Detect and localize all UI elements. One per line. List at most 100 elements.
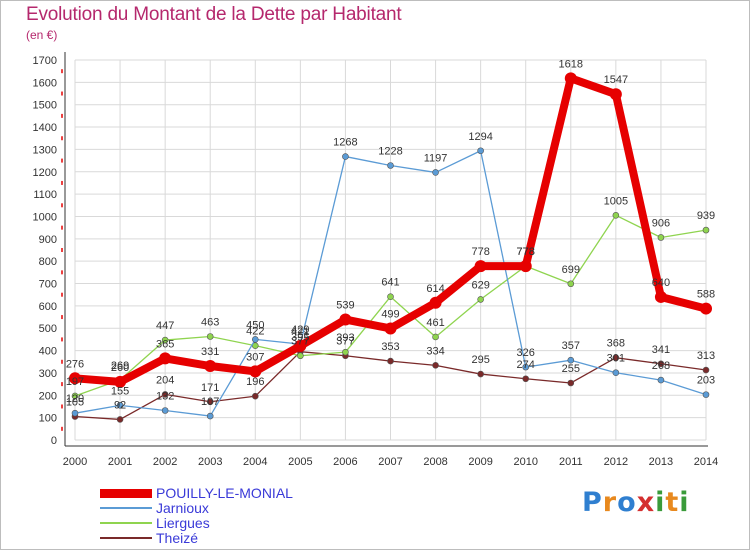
data-point [251, 336, 259, 343]
logo-letter: x [636, 487, 656, 518]
data-point [702, 366, 710, 374]
y-tick-label: 300 [39, 368, 57, 380]
logo-letter: o [617, 487, 637, 518]
x-tick-label: 2002 [153, 456, 177, 468]
data-label: 203 [697, 375, 715, 387]
legend-swatch [100, 507, 152, 509]
data-label: 341 [652, 344, 670, 356]
data-label: 778 [517, 246, 535, 258]
data-label: 450 [246, 319, 264, 331]
data-point [432, 169, 439, 176]
data-label: 276 [66, 358, 84, 370]
data-label: 377 [336, 336, 354, 348]
axes: 0 100 200 300 400 500 600 700 800 900 1000 1100 1200… [33, 52, 718, 468]
data-label: 105 [66, 397, 84, 409]
data-label: 1005 [604, 195, 628, 207]
data-label: 539 [336, 300, 354, 312]
proxiti-logo: Proxiti [582, 487, 690, 518]
data-label: 421 [291, 326, 309, 338]
legend-swatch [100, 522, 152, 524]
data-label: 132 [156, 390, 174, 402]
data-point [567, 280, 575, 288]
data-label: 906 [652, 217, 670, 229]
logo-letter: r [602, 487, 618, 518]
y-tick-label: 0 [51, 435, 57, 447]
logo-letter: P [582, 487, 603, 518]
data-label: 92 [114, 399, 126, 411]
data-label: 778 [471, 246, 489, 258]
data-label: 171 [201, 382, 219, 394]
data-point [249, 365, 262, 378]
data-label: 365 [156, 338, 174, 350]
data-point [161, 407, 169, 414]
data-label: 447 [156, 320, 174, 332]
data-point [429, 296, 442, 309]
data-point [342, 153, 349, 160]
data-point [477, 370, 484, 378]
data-label: 778 [517, 246, 535, 258]
y-tick-label: 200 [39, 390, 57, 402]
data-point [116, 416, 124, 423]
data-point [612, 354, 620, 362]
legend-label: Theizé [156, 530, 199, 546]
data-label: 353 [381, 341, 399, 353]
data-label: 939 [697, 210, 715, 222]
data-label: 422 [246, 326, 264, 338]
logo-letter: i [679, 487, 690, 518]
y-tick-label: 100 [39, 413, 57, 425]
data-point [522, 375, 530, 383]
x-tick-label: 2004 [243, 456, 267, 468]
data-label: 377 [291, 336, 309, 348]
y-tick-label: 1500 [33, 100, 57, 112]
data-label: 255 [562, 363, 580, 375]
data-point [564, 72, 577, 85]
data-label: 107 [201, 396, 219, 408]
data-label: 463 [201, 317, 219, 329]
legend-swatch [100, 537, 152, 539]
data-label: 429 [291, 324, 309, 336]
x-tick-label: 2006 [333, 456, 357, 468]
x-tick-label: 2003 [198, 456, 222, 468]
data-point [432, 362, 439, 369]
data-point [657, 360, 665, 368]
y-tick-label: 400 [39, 346, 57, 358]
data-label: 1618 [559, 58, 583, 70]
legend-item-pouilly: POUILLY-LE-MONIAL [100, 485, 293, 501]
data-label: 357 [562, 340, 580, 352]
unit-label: (en €) [26, 28, 58, 42]
data-point [342, 348, 349, 356]
data-point [612, 212, 620, 219]
x-tick-label: 2013 [649, 456, 673, 468]
data-label: 155 [111, 385, 129, 397]
data-point [567, 356, 575, 364]
data-point [69, 372, 81, 385]
y-tick-label: 1600 [33, 77, 57, 89]
data-point [700, 302, 712, 315]
x-tick-label: 2001 [108, 456, 132, 468]
data-point [71, 409, 79, 417]
data-point [657, 376, 665, 384]
data-label: 334 [426, 345, 444, 357]
data-label: 301 [607, 353, 625, 365]
data-label: 629 [471, 279, 489, 291]
legend-item-theize: Theizé [100, 530, 198, 546]
data-label: 1228 [378, 146, 402, 158]
data-label: 1294 [468, 131, 492, 143]
data-label: 395 [291, 332, 309, 344]
data-label: 295 [471, 354, 489, 366]
data-label: 461 [426, 317, 444, 329]
data-label: 120 [66, 393, 84, 405]
legend-swatch [100, 488, 152, 498]
y-tick-label: 1100 [33, 189, 57, 201]
data-point [161, 336, 169, 344]
data-point [159, 352, 172, 365]
legend-item-liergues: Liergues [100, 515, 210, 531]
data-point [297, 352, 304, 360]
data-point [251, 392, 259, 400]
legend-label: Liergues [156, 515, 210, 531]
y-tick-label: 1000 [33, 211, 57, 223]
data-point [612, 369, 620, 377]
x-tick-label: 2007 [378, 456, 402, 468]
data-point [387, 357, 394, 365]
